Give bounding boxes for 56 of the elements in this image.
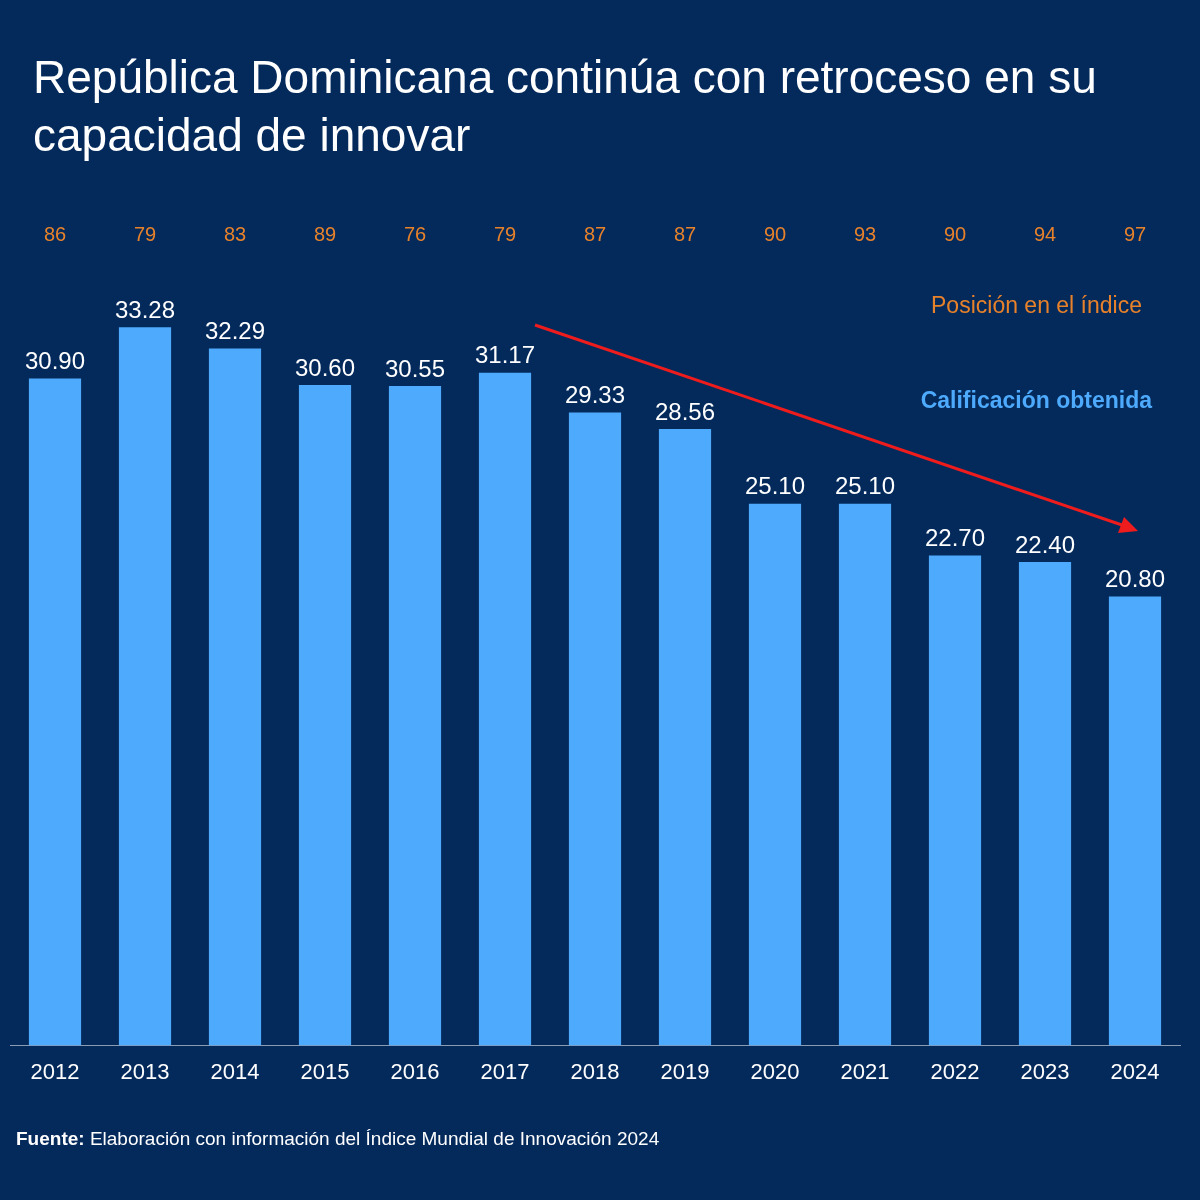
chart-title: República Dominicana continúa con retroceso en su capacidad de innovar [33, 50, 1098, 163]
text: 87 [583, 222, 607, 245]
text: 97 [1123, 222, 1147, 245]
x-tick-label: 2021 [840, 1058, 890, 1084]
bar [568, 412, 622, 1046]
source-note: Fuente: Elaboración con información del Índice Mundial de Innovación 2024 [16, 1128, 660, 1150]
x-tick-label: 2023 [1020, 1058, 1070, 1084]
data-label: 28.56 [654, 397, 716, 425]
data-label: 33.28 [114, 295, 176, 323]
data-label: 32.29 [204, 317, 266, 345]
text: 90 [763, 222, 787, 245]
x-tick-label: 2022 [930, 1058, 980, 1084]
data-label: 30.90 [24, 347, 86, 375]
bar [838, 503, 892, 1046]
text: 87 [673, 222, 697, 245]
data-label: 29.33 [564, 381, 626, 409]
x-tick-label: 2013 [120, 1058, 170, 1084]
bar [298, 384, 352, 1046]
bar [928, 555, 982, 1046]
bar [478, 372, 532, 1046]
x-tick-label: 2019 [660, 1058, 710, 1084]
text: 86 [43, 222, 67, 245]
text: 94 [1033, 222, 1057, 245]
x-tick-label: 2024 [1110, 1058, 1160, 1084]
bar [388, 386, 442, 1046]
x-tick-label: 2012 [30, 1058, 80, 1084]
text: 89 [313, 222, 337, 245]
text: 83 [223, 222, 247, 245]
bar [658, 429, 712, 1046]
bar [28, 378, 82, 1046]
x-tick-label: 2014 [210, 1058, 260, 1084]
x-tick-label: 2018 [570, 1058, 620, 1084]
text: 79 [493, 222, 517, 245]
bar [748, 503, 802, 1046]
data-label: 22.40 [1014, 530, 1076, 558]
data-label: 30.55 [384, 354, 446, 382]
text: 90 [943, 222, 967, 245]
data-label: 22.70 [924, 524, 986, 552]
text: 76 [403, 222, 427, 245]
text: 79 [133, 222, 157, 245]
data-label: 25.10 [834, 472, 896, 500]
x-tick-label: 2016 [390, 1058, 440, 1084]
data-label: 31.17 [474, 341, 536, 369]
data-label: 20.80 [1104, 565, 1166, 593]
x-tick-label: 2017 [480, 1058, 530, 1084]
text: 93 [853, 222, 877, 245]
text: Posición en el índice [931, 292, 1142, 319]
text: Calificación obtenida [920, 387, 1153, 414]
data-label: 25.10 [744, 472, 806, 500]
x-tick-label: 2020 [750, 1058, 800, 1084]
bar [118, 327, 172, 1046]
data-label: 30.60 [294, 353, 356, 381]
x-tick-label: 2015 [300, 1058, 350, 1084]
bar [1108, 596, 1162, 1046]
bar [208, 348, 262, 1046]
bar [1018, 562, 1072, 1046]
